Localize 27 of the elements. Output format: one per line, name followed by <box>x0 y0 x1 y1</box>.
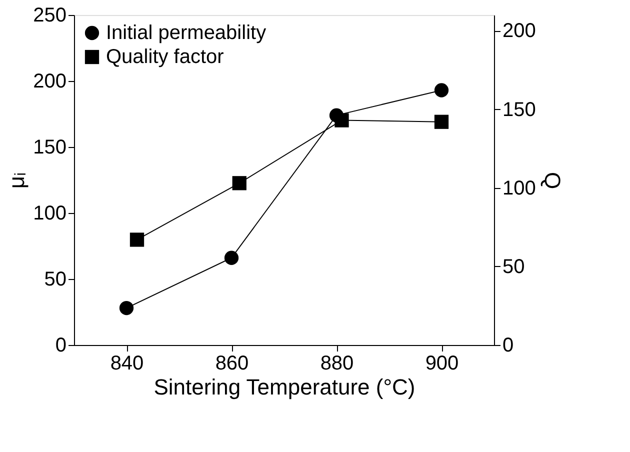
x-tick-label: 880 <box>320 352 354 374</box>
y2-tick-label: 100 <box>502 177 536 200</box>
y2-tick-label: 0 <box>502 334 514 356</box>
x-axis-title: Sintering Temperature (°C) <box>154 374 416 400</box>
y-tick-label: 100 <box>33 202 66 224</box>
point <box>334 113 349 128</box>
y2-tick-label: 50 <box>502 256 525 278</box>
point <box>130 232 144 247</box>
y-tick-label: 50 <box>44 268 66 290</box>
x-tick-label: 900 <box>425 352 459 374</box>
point <box>434 83 449 98</box>
x-tick-label: 840 <box>110 352 144 374</box>
point <box>232 176 246 190</box>
legend-label: Quality factor <box>106 46 224 68</box>
point <box>119 300 134 316</box>
point <box>434 114 449 129</box>
x-tick-label: 860 <box>215 352 249 374</box>
legend-label: Initial permeability <box>106 22 266 44</box>
y-tick-label: 250 <box>33 4 66 26</box>
y2-tick-label: 200 <box>502 20 536 42</box>
y-tick-label: 200 <box>33 70 66 92</box>
y2-axis-title: Q <box>540 172 565 190</box>
y-tick-label: 0 <box>55 334 66 356</box>
point <box>224 250 239 265</box>
y2-tick-label: 150 <box>502 98 536 121</box>
y-tick-label: 150 <box>33 136 66 158</box>
y-axis-title: μᵢ <box>4 172 30 189</box>
